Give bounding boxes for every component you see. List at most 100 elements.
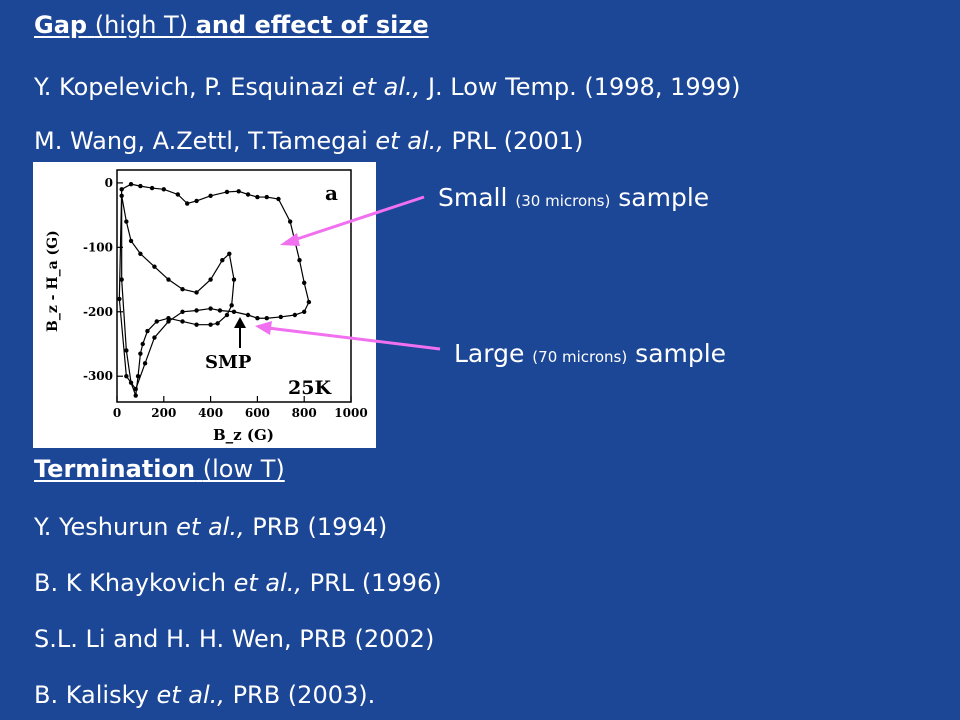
large-sample-suffix: sample bbox=[635, 339, 727, 368]
x-tick-label: 0 bbox=[113, 406, 121, 420]
large-sample-annotation: Large (70 microns) sample bbox=[454, 339, 726, 368]
data-point bbox=[124, 219, 129, 224]
data-point bbox=[302, 309, 307, 314]
data-point bbox=[119, 277, 124, 282]
data-point bbox=[245, 192, 251, 197]
data-point bbox=[145, 328, 150, 334]
panel-label: a bbox=[325, 181, 338, 205]
y-tick-label: -200 bbox=[83, 305, 113, 319]
data-point bbox=[138, 251, 143, 256]
y-tick-label: 0 bbox=[105, 176, 113, 190]
smp-label: SMP bbox=[205, 352, 252, 373]
termination-reference-2: B. K Khaykovich et al., PRL (1996) bbox=[34, 568, 442, 598]
data-point bbox=[166, 316, 171, 321]
large-sample-size: (70 microns) bbox=[532, 348, 628, 366]
data-point bbox=[215, 321, 220, 326]
gap-title-part-2: (high T) bbox=[94, 11, 189, 39]
temperature-label: 25K bbox=[288, 377, 332, 399]
small-sample-size: (30 microns) bbox=[515, 192, 611, 210]
data-point bbox=[255, 194, 260, 200]
data-point bbox=[154, 319, 159, 324]
data-point bbox=[117, 296, 122, 302]
y-axis-label: B_z - H_a (G) bbox=[45, 230, 61, 332]
data-point bbox=[208, 277, 213, 282]
data-point bbox=[208, 306, 213, 311]
termination-reference-1: Y. Yeshurun et al., PRB (1994) bbox=[34, 512, 387, 542]
data-point bbox=[180, 309, 185, 314]
data-point bbox=[194, 290, 199, 295]
data-point bbox=[142, 361, 148, 366]
ref-etal: et al., bbox=[156, 681, 225, 709]
data-point bbox=[128, 238, 134, 244]
gap-section-title: Gap (high T) and effect of size bbox=[34, 10, 429, 40]
termination-title-part-2: (low T) bbox=[202, 455, 285, 483]
data-point bbox=[302, 280, 307, 285]
data-point bbox=[231, 309, 237, 314]
data-point bbox=[175, 192, 181, 197]
ref-authors: M. Wang, A.Zettl, T.Tamegai bbox=[34, 127, 368, 155]
large-sample-word: Large bbox=[454, 339, 525, 368]
ref-authors: Y. Yeshurun bbox=[34, 513, 169, 541]
termination-reference-3: S.L. Li and H. H. Wen, PRB (2002) bbox=[34, 624, 434, 654]
x-tick-label: 1000 bbox=[334, 406, 367, 420]
data-point bbox=[264, 316, 269, 321]
data-point bbox=[217, 308, 223, 313]
ref-authors: Y. Kopelevich, P. Esquinazi bbox=[34, 73, 345, 101]
data-point bbox=[306, 299, 312, 305]
gap-reference-1: Y. Kopelevich, P. Esquinazi et al., J. L… bbox=[34, 72, 741, 102]
data-point bbox=[264, 194, 269, 200]
data-point bbox=[180, 287, 185, 292]
data-point bbox=[128, 181, 134, 187]
data-point bbox=[119, 187, 124, 192]
gap-title-part-1: Gap bbox=[34, 11, 88, 39]
x-tick-label: 200 bbox=[151, 406, 176, 420]
data-point bbox=[245, 312, 251, 318]
ref-journal: PRB (2003). bbox=[232, 681, 376, 709]
ref-authors: S.L. Li and H. H. Wen, PRB (2002) bbox=[34, 625, 435, 653]
ref-etal: et al., bbox=[375, 127, 444, 155]
x-tick-label: 800 bbox=[292, 406, 317, 420]
termination-reference-4: B. Kalisky et al., PRB (2003). bbox=[34, 680, 375, 710]
data-point bbox=[166, 277, 171, 282]
ref-etal: et al., bbox=[233, 569, 303, 597]
plot-frame bbox=[116, 169, 352, 403]
ref-journal: PRL (1996) bbox=[309, 569, 442, 597]
data-point bbox=[208, 193, 213, 198]
magnetization-loop-plot: 0 200 400 600 800 1000 0 -100 -200 -300 a 25K SMP… bbox=[45, 169, 368, 444]
gap-reference-2: M. Wang, A.Zettl, T.Tamegai et al., PRL … bbox=[34, 126, 583, 156]
data-point bbox=[297, 258, 302, 263]
ref-journal: PRL (2001) bbox=[451, 127, 584, 155]
data-point bbox=[119, 193, 124, 198]
data-point bbox=[278, 314, 283, 320]
data-point bbox=[208, 322, 213, 327]
data-point bbox=[138, 183, 143, 189]
data-point bbox=[161, 187, 166, 192]
data-point bbox=[255, 316, 260, 321]
data-point bbox=[128, 380, 134, 385]
small-sample-word: Small bbox=[438, 183, 508, 212]
x-tick-label: 600 bbox=[245, 406, 270, 420]
data-point bbox=[180, 319, 185, 324]
data-point bbox=[287, 219, 293, 224]
data-point bbox=[185, 201, 190, 206]
x-tick-label: 400 bbox=[198, 406, 223, 420]
magnetization-figure: 0 200 400 600 800 1000 0 -100 -200 -300 a 25K SMP… bbox=[33, 162, 376, 448]
ref-journal: PRB (1994) bbox=[252, 513, 388, 541]
data-point bbox=[124, 348, 129, 353]
small-sample-suffix: sample bbox=[618, 183, 710, 212]
x-axis-label: B_z (G) bbox=[213, 426, 274, 444]
termination-section-title: Termination (low T) bbox=[34, 454, 285, 484]
data-point bbox=[133, 393, 138, 398]
data-point bbox=[152, 264, 157, 269]
ref-journal: J. Low Temp. (1998, 1999) bbox=[427, 73, 741, 101]
data-point bbox=[224, 189, 230, 195]
data-point bbox=[224, 312, 230, 318]
data-point bbox=[227, 251, 232, 256]
data-point bbox=[166, 319, 171, 324]
data-point bbox=[276, 196, 281, 202]
data-point bbox=[229, 303, 234, 308]
data-point bbox=[194, 322, 199, 327]
data-point bbox=[138, 351, 143, 356]
data-point bbox=[231, 277, 237, 282]
data-point bbox=[236, 189, 241, 194]
